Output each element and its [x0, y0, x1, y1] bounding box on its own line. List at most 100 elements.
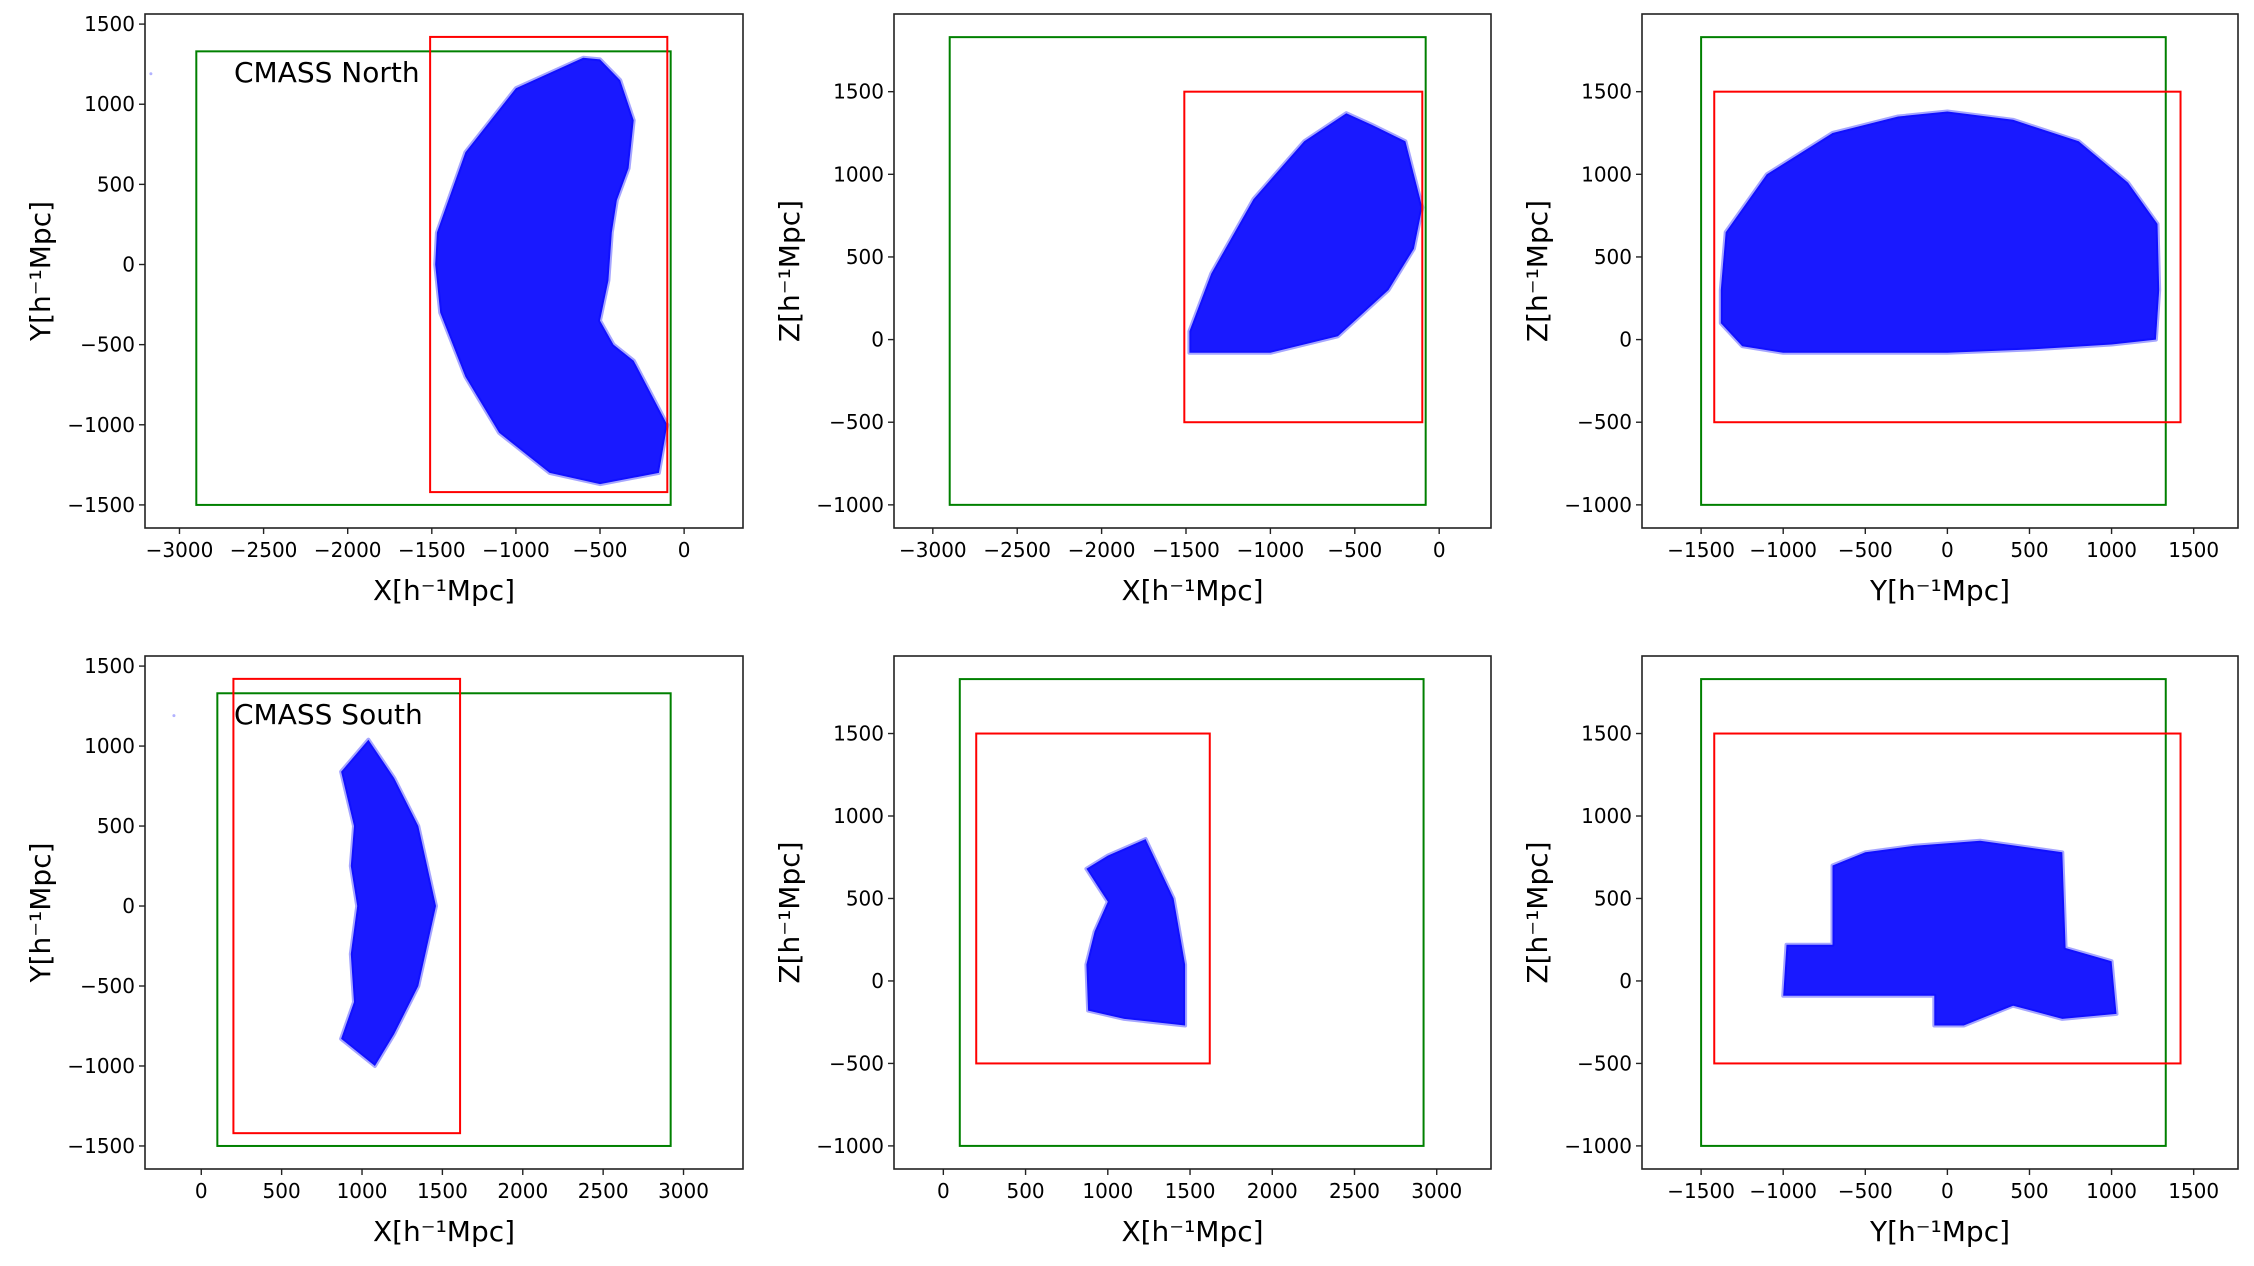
- x-tick-label: 500: [2010, 1179, 2048, 1203]
- y-tick-label: 1500: [833, 80, 884, 104]
- red-box: [232, 677, 462, 1135]
- red-box: [975, 732, 1211, 1065]
- x-tick-label: 0: [1941, 538, 1954, 562]
- green-box: [1700, 678, 2167, 1147]
- green-box: [195, 50, 672, 506]
- x-tick-label: −2500: [230, 538, 298, 562]
- axes-frame: [893, 655, 1492, 1170]
- x-tick-label: −2000: [314, 538, 382, 562]
- axes-frame: [1641, 13, 2239, 529]
- y-tick-label: 1000: [833, 804, 884, 828]
- x-axis-label: X[h⁻¹Mpc]: [373, 1215, 515, 1248]
- x-axis-label: Y[h⁻¹Mpc]: [1869, 1215, 2010, 1248]
- x-tick-label: 1000: [2086, 1179, 2137, 1203]
- x-axis-label: X[h⁻¹Mpc]: [1121, 1215, 1263, 1248]
- y-axis-label: Y[h⁻¹Mpc]: [24, 842, 57, 983]
- x-tick-label: −1000: [1237, 538, 1305, 562]
- y-tick-label: 1000: [1581, 804, 1632, 828]
- x-tick-label: −1000: [482, 538, 550, 562]
- y-tick-label: −500: [1577, 1051, 1632, 1075]
- galaxy-point-cloud: [1187, 111, 1425, 355]
- y-tick-label: 0: [1619, 328, 1632, 352]
- x-tick-label: −500: [1838, 1179, 1893, 1203]
- galaxy-point-cloud: [339, 737, 438, 1068]
- x-axis-label: Y[h⁻¹Mpc]: [1869, 574, 2010, 607]
- y-axis-label: Z[h⁻¹Mpc]: [1521, 841, 1554, 983]
- y-tick-label: −1000: [816, 493, 884, 517]
- plot-area: [1700, 678, 2182, 1147]
- galaxy-point-cloud: [433, 55, 670, 487]
- x-tick-label: 1000: [2086, 538, 2137, 562]
- axes-frame: [893, 13, 1492, 529]
- galaxy-point-cloud: [1781, 838, 2119, 1028]
- y-tick-label: 1500: [1581, 722, 1632, 746]
- x-tick-label: 2500: [1329, 1179, 1380, 1203]
- green-box: [948, 36, 1427, 506]
- y-axis-label: Z[h⁻¹Mpc]: [773, 200, 806, 342]
- x-tick-label: 3000: [658, 1179, 709, 1203]
- x-tick-label: 1500: [417, 1179, 468, 1203]
- x-tick-label: 2000: [497, 1179, 548, 1203]
- x-tick-label: 0: [1433, 538, 1446, 562]
- red-box: [1183, 90, 1424, 424]
- y-tick-label: 1500: [84, 654, 135, 678]
- y-tick-label: −1000: [67, 1054, 135, 1078]
- subplot-2: −3000 −2500 −2000 −1500 −1000 −500 0 −1000 −500 0…: [773, 13, 1492, 607]
- x-tick-label: 0: [1941, 1179, 1954, 1203]
- galaxy-point-cloud: [1084, 837, 1188, 1028]
- x-tick-label: 500: [1006, 1179, 1044, 1203]
- x-tick-label: −1000: [1749, 538, 1817, 562]
- y-tick-label: −500: [80, 974, 135, 998]
- x-tick-label: −3000: [899, 538, 967, 562]
- y-tick-label: 1500: [84, 12, 135, 36]
- x-tick-label: 2000: [1247, 1179, 1298, 1203]
- isolated-point: [172, 714, 176, 718]
- x-tick-label: 3000: [1411, 1179, 1462, 1203]
- y-tick-label: −1000: [816, 1134, 884, 1158]
- x-tick-label: 500: [2010, 538, 2048, 562]
- x-tick-label: −500: [573, 538, 628, 562]
- y-tick-label: 1000: [84, 734, 135, 758]
- y-tick-label: 500: [97, 814, 135, 838]
- y-tick-label: −1000: [67, 413, 135, 437]
- y-tick-label: −500: [829, 1051, 884, 1075]
- x-tick-label: 500: [263, 1179, 301, 1203]
- green-box: [216, 692, 672, 1147]
- y-tick-label: 0: [122, 894, 135, 918]
- y-tick-label: 500: [846, 245, 884, 269]
- y-tick-label: 0: [1619, 969, 1632, 993]
- x-axis-label: X[h⁻¹Mpc]: [373, 574, 515, 607]
- red-box: [429, 35, 669, 494]
- x-tick-label: −1000: [1749, 1179, 1817, 1203]
- axes-frame: [144, 13, 744, 529]
- y-tick-label: 1500: [833, 722, 884, 746]
- subplot-3: −1500 −1000 −500 0 500 1000 1500 −1000 −500 0 500 1…: [1521, 13, 2239, 607]
- y-axis-label: Y[h⁻¹Mpc]: [24, 201, 57, 342]
- x-tick-label: −1500: [398, 538, 466, 562]
- axes-frame: [1641, 655, 2239, 1170]
- y-tick-label: 0: [871, 969, 884, 993]
- green-box: [1700, 36, 2167, 506]
- plot-area: [948, 36, 1427, 506]
- galaxy-point-cloud: [1718, 109, 2162, 355]
- x-axis-label: X[h⁻¹Mpc]: [1121, 574, 1263, 607]
- x-tick-label: −500: [1327, 538, 1382, 562]
- y-tick-label: 1000: [833, 162, 884, 186]
- x-tick-label: 2500: [578, 1179, 629, 1203]
- subplot-5: 0 500 1000 1500 2000 2500 3000 −1000 −500 0 500 100…: [773, 655, 1492, 1248]
- y-tick-label: 1500: [1581, 80, 1632, 104]
- y-tick-label: 500: [1594, 245, 1632, 269]
- y-tick-label: −500: [829, 410, 884, 434]
- x-tick-label: −2000: [1068, 538, 1136, 562]
- x-tick-label: 1500: [2168, 538, 2219, 562]
- y-tick-label: 0: [122, 253, 135, 277]
- isolated-point: [149, 72, 153, 76]
- green-box: [958, 678, 1425, 1147]
- x-tick-label: −2500: [983, 538, 1051, 562]
- x-tick-label: 1000: [337, 1179, 388, 1203]
- y-tick-label: −500: [1577, 410, 1632, 434]
- y-tick-label: 500: [1594, 886, 1632, 910]
- y-tick-label: −1500: [67, 493, 135, 517]
- x-tick-label: 1500: [2168, 1179, 2219, 1203]
